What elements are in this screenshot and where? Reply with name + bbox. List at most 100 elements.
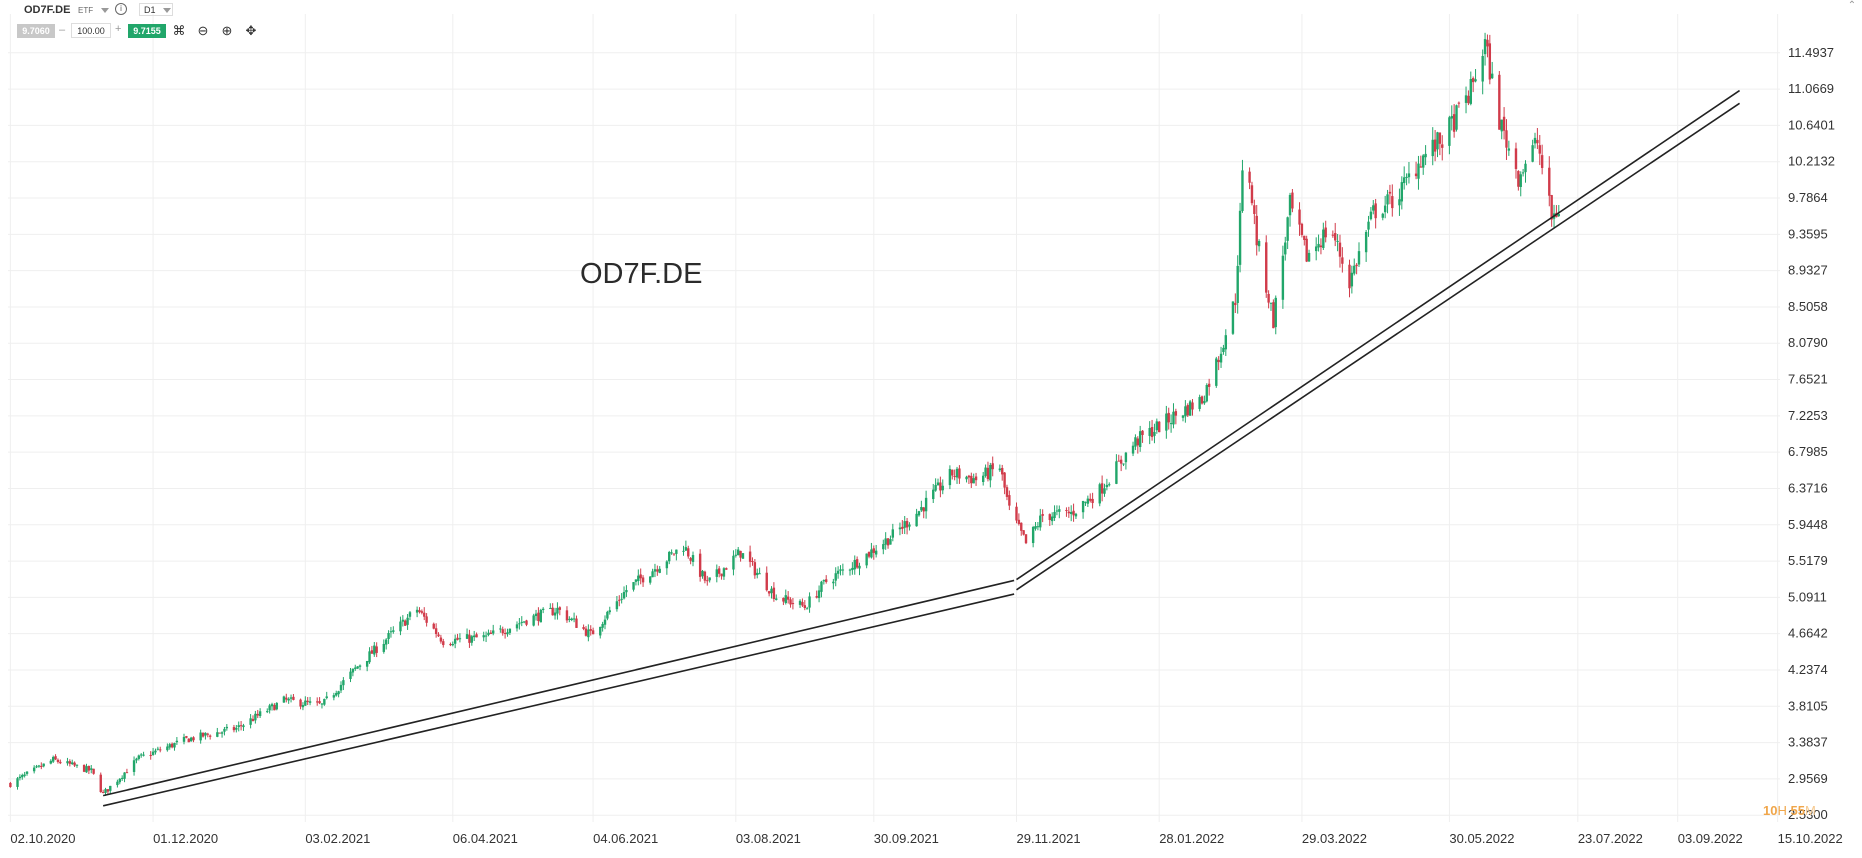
candle — [92, 768, 95, 775]
candle — [268, 703, 271, 714]
symbol-dropdown-icon[interactable] — [101, 8, 109, 13]
candle — [1048, 513, 1051, 526]
price-tick-label: 8.9327 — [1788, 263, 1828, 278]
candle — [1234, 293, 1237, 313]
candle — [1274, 295, 1277, 335]
candle — [953, 469, 956, 481]
candle — [199, 729, 202, 744]
candle — [434, 623, 438, 638]
zoom-in-icon[interactable]: ⊕ — [221, 23, 233, 38]
price-tick-label: 6.3716 — [1788, 480, 1828, 495]
candle — [1338, 234, 1342, 268]
candle — [708, 577, 711, 583]
price-tick-label: 9.7864 — [1788, 190, 1828, 205]
decrease-quantity-button[interactable]: – — [59, 24, 66, 36]
candle — [9, 781, 12, 788]
candle — [1172, 403, 1175, 429]
trendline[interactable] — [102, 579, 1015, 797]
candle — [151, 747, 155, 756]
candle — [235, 725, 238, 733]
timeframe-dropdown-icon[interactable] — [163, 8, 171, 13]
trendlines-layer[interactable] — [102, 89, 1741, 807]
candle — [21, 773, 24, 780]
candle — [908, 522, 911, 531]
candle — [1455, 104, 1458, 132]
candle — [1089, 493, 1092, 503]
quantity-input[interactable]: 100.00 — [71, 23, 111, 38]
increase-quantity-button[interactable]: + — [115, 23, 122, 35]
candle — [1469, 71, 1472, 106]
candle — [882, 539, 885, 555]
candle — [399, 616, 402, 636]
time-axis[interactable]: 02.10.2020 01.12.2020 03.02.2021 06.04.2021… — [10, 831, 1842, 846]
candle — [1081, 500, 1085, 519]
candle — [1055, 505, 1059, 516]
trendline[interactable] — [1016, 102, 1741, 591]
candle — [1341, 247, 1344, 273]
candle — [855, 556, 859, 569]
candle — [905, 517, 909, 535]
candle — [1169, 414, 1173, 433]
candle — [475, 632, 478, 638]
symbol-label[interactable]: OD7F.DE — [24, 4, 71, 16]
candle — [886, 538, 890, 549]
candle — [515, 621, 519, 632]
candle — [1215, 356, 1218, 388]
crosshair-icon[interactable]: ✥ — [245, 23, 257, 38]
sell-price-button[interactable]: 9.7060 — [17, 24, 55, 38]
candle — [87, 765, 91, 775]
candle — [658, 566, 661, 574]
trendline[interactable] — [1016, 89, 1741, 581]
candle — [56, 758, 60, 764]
trendline[interactable] — [102, 593, 1015, 807]
candle — [1103, 483, 1106, 497]
candle — [1298, 202, 1301, 236]
price-axis[interactable]: 2.5300 2.9569 3.3837 3.8105 4.2374 4.6642 5.09… — [1788, 45, 1835, 822]
candle — [239, 721, 243, 731]
candle — [301, 702, 305, 711]
candle — [1186, 403, 1189, 418]
countdown-minutes: 55 — [1790, 803, 1805, 818]
candle — [1217, 356, 1220, 371]
candle — [651, 568, 654, 578]
candle — [722, 567, 726, 580]
candle — [1464, 86, 1468, 114]
candle — [1003, 472, 1006, 495]
candle — [159, 746, 162, 753]
collapse-chevron-icon[interactable]: ⌃ — [1847, 0, 1857, 11]
candle — [867, 551, 871, 559]
candle — [1022, 530, 1025, 536]
candle — [1236, 255, 1239, 314]
buy-price-button[interactable]: 9.7155 — [128, 24, 166, 38]
candle — [967, 474, 971, 485]
candle — [767, 590, 771, 597]
info-icon[interactable]: i — [115, 3, 127, 15]
candle — [1108, 482, 1111, 487]
candle — [373, 642, 376, 657]
candle — [316, 697, 319, 706]
candle — [487, 629, 490, 637]
candle — [1383, 195, 1387, 219]
candle — [1291, 188, 1294, 213]
candle — [1424, 145, 1427, 166]
candle — [1540, 144, 1544, 175]
candle — [1334, 222, 1337, 247]
zoom-out-icon[interactable]: ⊖ — [197, 23, 209, 38]
candle — [981, 471, 985, 486]
timeframe-select[interactable]: D1 — [139, 3, 173, 16]
candle — [848, 568, 852, 576]
candle — [1034, 522, 1037, 531]
candle — [1136, 436, 1139, 454]
candle — [1153, 423, 1156, 444]
candle — [1441, 135, 1444, 161]
grid-layer — [8, 14, 1780, 822]
candle — [665, 560, 669, 575]
indicators-icon[interactable]: ⌘ — [172, 23, 186, 38]
candle — [337, 690, 340, 698]
date-tick-label: 30.09.2021 — [874, 831, 939, 846]
candle — [218, 732, 221, 734]
candle — [1498, 71, 1501, 130]
candle — [418, 607, 421, 614]
